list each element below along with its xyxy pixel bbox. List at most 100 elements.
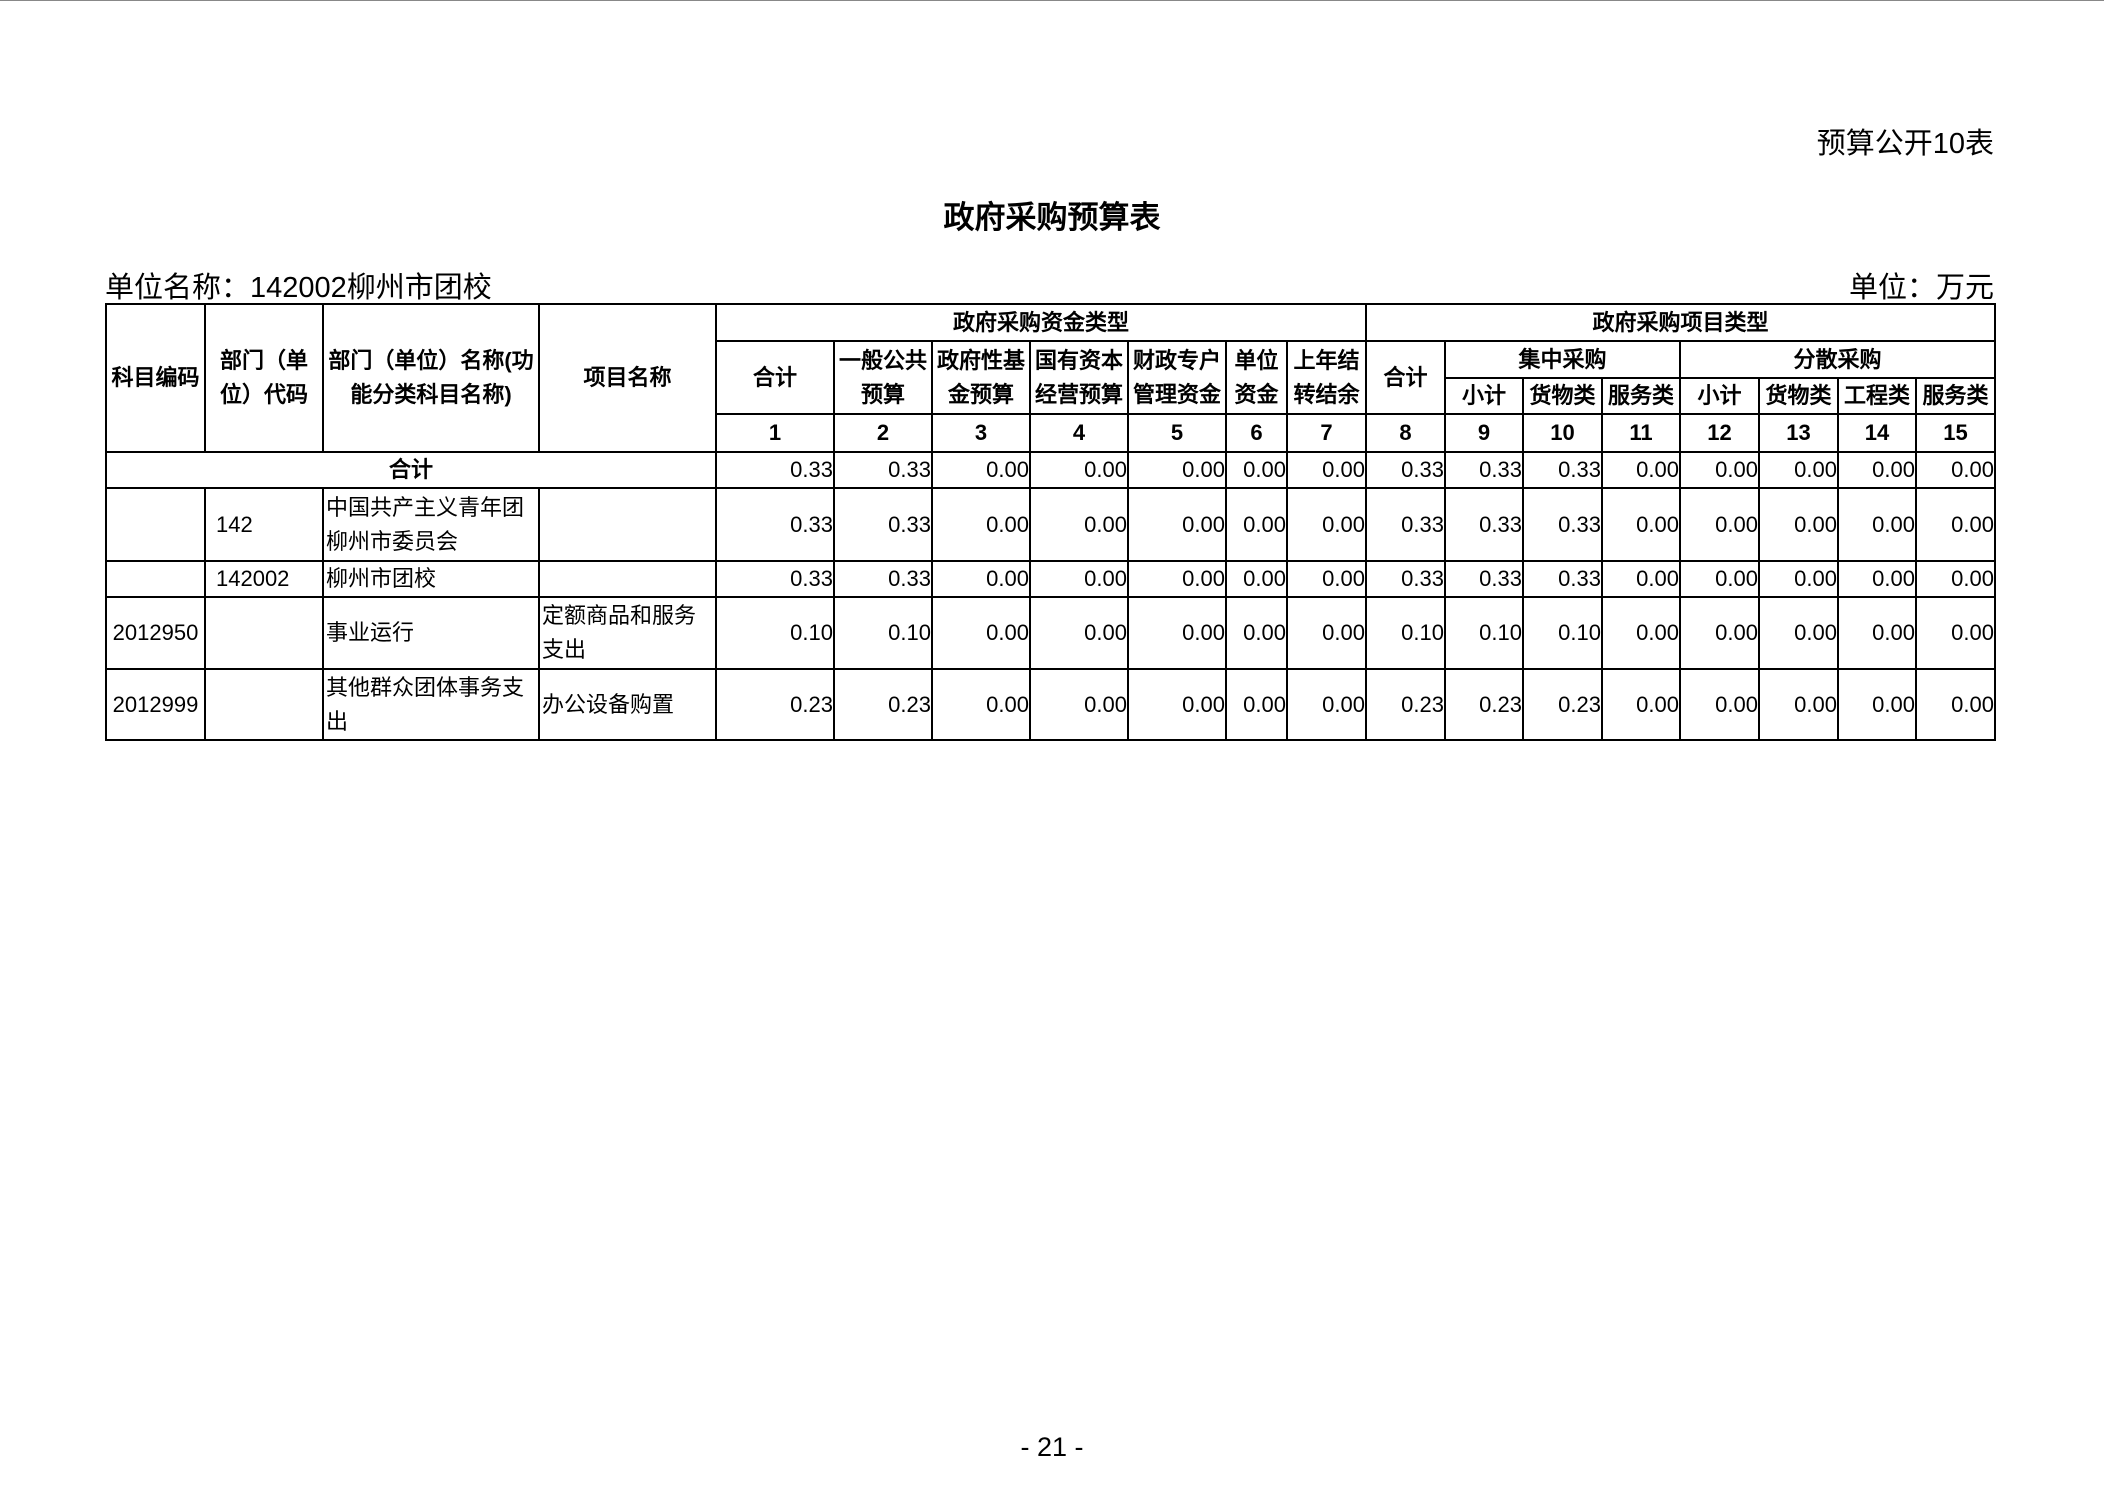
total-value: 0.00 [1758, 451, 1839, 489]
row-value: 0.00 [1837, 596, 1917, 670]
row-code [105, 487, 206, 562]
row-value: 0.00 [1225, 560, 1288, 598]
table-row: 2012950 事业运行 定额商品和服务支出 0.10 0.10 0.00 0.00 0.00… [105, 596, 1996, 670]
row-value: 0.33 [1522, 560, 1603, 598]
page-number: - 21 - [1020, 1432, 1084, 1462]
row-value: 0.33 [1522, 487, 1603, 562]
column-number: 3 [931, 413, 1031, 453]
row-value: 0.00 [1127, 487, 1227, 562]
header-code: 科目编码 [105, 303, 206, 453]
row-value: 0.00 [1915, 487, 1996, 562]
row-value: 0.00 [1225, 487, 1288, 562]
row-project [538, 560, 717, 598]
row-code: 2012950 [105, 596, 206, 670]
header-dept-code: 部门（单位）代码 [204, 303, 324, 453]
row-dept-name: 中国共产主义青年团柳州市委员会 [322, 487, 540, 562]
column-number: 12 [1679, 413, 1760, 453]
row-value: 0.00 [1679, 668, 1760, 741]
row-value: 0.00 [1029, 487, 1129, 562]
row-value: 0.10 [1522, 596, 1603, 670]
header-fund-col: 一般公共预算 [833, 340, 933, 415]
row-value: 0.00 [931, 596, 1031, 670]
table-tag: 预算公开10表 [1816, 128, 1994, 160]
row-value: 0.00 [1915, 668, 1996, 741]
row-value: 0.00 [1837, 668, 1917, 741]
header-project-total: 合计 [1365, 340, 1446, 415]
column-number: 9 [1444, 413, 1524, 453]
row-value: 0.00 [1286, 487, 1367, 562]
column-number: 5 [1127, 413, 1227, 453]
row-value: 0.33 [1444, 560, 1524, 598]
row-value: 0.00 [1915, 596, 1996, 670]
total-value: 0.00 [931, 451, 1031, 489]
header-central: 集中采购 [1444, 340, 1681, 379]
row-value: 0.00 [1758, 596, 1839, 670]
column-number: 6 [1225, 413, 1288, 453]
column-number: 10 [1522, 413, 1603, 453]
total-value: 0.00 [1029, 451, 1129, 489]
row-value: 0.00 [1679, 487, 1760, 562]
row-value: 0.33 [1365, 487, 1446, 562]
header-fund-col: 财政专户管理资金 [1127, 340, 1227, 415]
page-border [0, 0, 2104, 1]
total-value: 0.33 [1365, 451, 1446, 489]
row-value: 0.00 [1029, 596, 1129, 670]
row-value: 0.33 [715, 560, 835, 598]
header-central-col: 小计 [1444, 377, 1524, 415]
header-fund-col: 政府性基金预算 [931, 340, 1031, 415]
row-value: 0.00 [1837, 560, 1917, 598]
row-value: 0.00 [1679, 560, 1760, 598]
procurement-budget-table: 科目编码 部门（单位）代码 部门（单位）名称(功能分类科目名称) 项目名称 政府… [105, 303, 1996, 741]
column-number: 15 [1915, 413, 1996, 453]
row-value: 0.00 [1758, 560, 1839, 598]
row-value: 0.00 [1029, 668, 1129, 741]
column-number: 11 [1601, 413, 1681, 453]
header-fund-type: 政府采购资金类型 [715, 303, 1367, 342]
row-value: 0.00 [1127, 596, 1227, 670]
header-fund-total: 合计 [715, 340, 835, 415]
table-row: 142002 柳州市团校 0.33 0.33 0.00 0.00 0.00 0.00 0.00 0… [105, 560, 1996, 598]
header-fund-col: 上年结转结余 [1286, 340, 1367, 415]
row-value: 0.10 [833, 596, 933, 670]
row-dept-code: 142002 [204, 560, 324, 598]
total-value: 0.00 [1837, 451, 1917, 489]
column-number: 13 [1758, 413, 1839, 453]
row-value: 0.00 [1225, 668, 1288, 741]
total-value: 0.00 [1225, 451, 1288, 489]
total-value: 0.33 [833, 451, 933, 489]
total-value: 0.00 [1601, 451, 1681, 489]
header-central-col: 货物类 [1522, 377, 1603, 415]
row-value: 0.33 [833, 560, 933, 598]
column-number: 7 [1286, 413, 1367, 453]
header-dispersed-col: 小计 [1679, 377, 1760, 415]
row-value: 0.00 [1601, 487, 1681, 562]
currency-unit: 单位：万元 [1848, 272, 1994, 304]
row-value: 0.00 [1029, 560, 1129, 598]
column-number: 14 [1837, 413, 1917, 453]
page-title: 政府采购预算表 [943, 200, 1161, 235]
header-dispersed-col: 工程类 [1837, 377, 1917, 415]
row-dept-code [204, 668, 324, 741]
row-dept-name: 柳州市团校 [322, 560, 540, 598]
row-value: 0.00 [1127, 560, 1227, 598]
header-project: 项目名称 [538, 303, 717, 453]
row-value: 0.33 [1444, 487, 1524, 562]
header-dispersed-col: 货物类 [1758, 377, 1839, 415]
row-value: 0.00 [1601, 668, 1681, 741]
row-dept-name: 其他群众团体事务支出 [322, 668, 540, 741]
total-label: 合计 [105, 451, 717, 489]
table-row: 142 中国共产主义青年团柳州市委员会 0.33 0.33 0.00 0.00 0.00 0.… [105, 487, 1996, 562]
row-value: 0.33 [1365, 560, 1446, 598]
row-value: 0.00 [931, 560, 1031, 598]
header-fund-col: 单位资金 [1225, 340, 1288, 415]
row-project: 定额商品和服务支出 [538, 596, 717, 670]
row-value: 0.00 [1679, 596, 1760, 670]
total-value: 0.00 [1286, 451, 1367, 489]
row-value: 0.00 [1286, 560, 1367, 598]
row-value: 0.00 [1286, 596, 1367, 670]
total-value: 0.33 [1522, 451, 1603, 489]
total-value: 0.00 [1915, 451, 1996, 489]
row-value: 0.00 [931, 487, 1031, 562]
row-dept-code: 142 [204, 487, 324, 562]
header-dispersed: 分散采购 [1679, 340, 1996, 379]
